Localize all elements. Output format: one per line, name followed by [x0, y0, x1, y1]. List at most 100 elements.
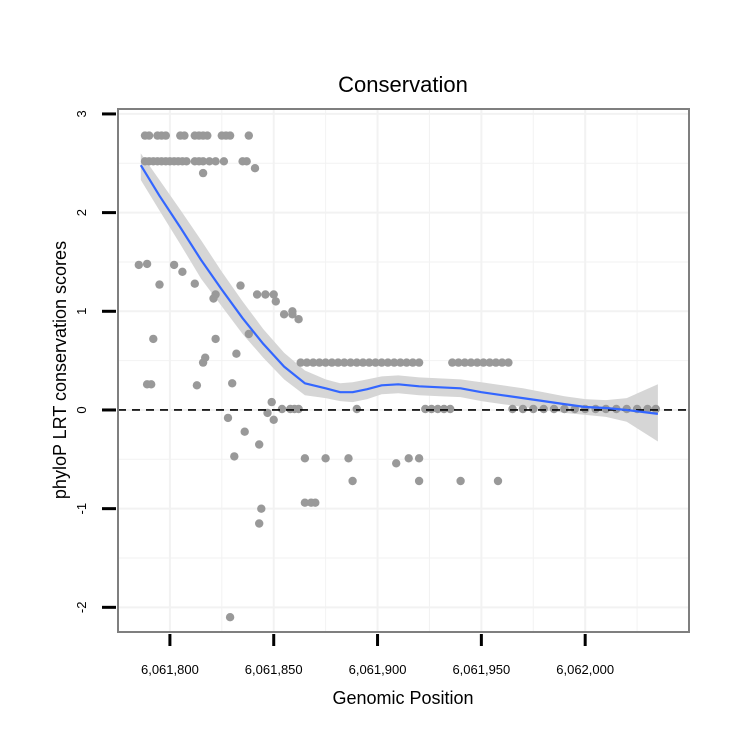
data-point-58	[201, 353, 210, 362]
data-point-44	[236, 281, 245, 290]
panel-border	[117, 108, 690, 633]
data-point-45	[252, 290, 262, 299]
data-point-99	[352, 358, 361, 367]
data-point-13	[225, 131, 235, 140]
data-point-130	[549, 404, 559, 414]
data-point-95	[327, 358, 337, 367]
data-point-128	[529, 404, 538, 414]
data-point-92	[309, 358, 318, 367]
data-point-93	[315, 358, 324, 367]
data-point-38	[169, 260, 179, 270]
data-point-126	[508, 404, 517, 414]
data-point-62	[228, 379, 237, 388]
data-point-51	[294, 315, 303, 324]
data-point-90	[296, 358, 305, 367]
data-point-33	[242, 157, 251, 166]
data-point-96	[333, 358, 343, 367]
data-point-121	[421, 404, 430, 414]
data-point-108	[408, 358, 417, 367]
data-point-6	[180, 131, 189, 140]
data-point-4	[161, 131, 170, 140]
data-point-61	[232, 349, 241, 358]
data-point-120	[352, 404, 361, 414]
data-point-69	[277, 404, 287, 414]
data-point-100	[358, 358, 368, 367]
data-point-84	[392, 459, 401, 468]
data-point-109	[414, 358, 424, 367]
data-point-72	[294, 404, 303, 414]
data-point-139	[643, 404, 652, 414]
data-point-34	[198, 168, 208, 178]
data-point-54	[147, 380, 156, 389]
data-point-122	[427, 404, 436, 414]
chart-title: Conservation	[338, 72, 468, 97]
data-point-66	[263, 408, 272, 418]
x-axis-label: Genomic Position	[332, 688, 473, 708]
data-point-98	[346, 358, 355, 367]
data-point-59	[211, 334, 220, 344]
data-point-101	[365, 358, 374, 367]
y-tick-label-2: 0	[74, 406, 89, 413]
data-point-102	[371, 358, 380, 367]
data-point-116	[485, 358, 494, 367]
data-point-112	[460, 358, 469, 367]
data-point-94	[321, 358, 330, 367]
y-tick-label-1: -1	[74, 503, 89, 515]
data-point-68	[269, 415, 278, 424]
data-point-55	[149, 334, 158, 344]
y-tick-label-0: -2	[74, 602, 89, 614]
smooth-line-group	[139, 164, 659, 415]
data-point-115	[479, 358, 488, 367]
data-point-78	[300, 498, 310, 507]
x-tick-label-4: 6,062,000	[556, 662, 614, 677]
data-point-65	[255, 440, 264, 449]
data-point-49	[279, 310, 289, 319]
data-point-14	[244, 131, 253, 140]
data-point-107	[402, 358, 411, 367]
data-point-89	[493, 476, 503, 486]
data-point-39	[178, 267, 187, 276]
smooth-line	[139, 164, 659, 415]
data-point-131	[560, 404, 569, 414]
data-point-63	[223, 413, 233, 423]
data-point-48	[271, 297, 280, 306]
data-point-125	[446, 404, 455, 414]
data-point-111	[454, 358, 463, 367]
data-point-41	[190, 279, 199, 288]
data-point-134	[591, 404, 600, 414]
x-tick-label-2: 6,061,900	[349, 662, 407, 677]
data-point-80	[311, 498, 320, 507]
data-point-129	[539, 404, 548, 414]
data-point-36	[134, 260, 143, 270]
data-point-114	[473, 358, 482, 367]
data-point-81	[321, 454, 330, 463]
data-point-35	[250, 164, 260, 173]
data-point-1	[144, 131, 154, 140]
data-point-105	[390, 358, 399, 367]
data-point-91	[302, 358, 312, 367]
x-axis: 6,061,800 6,061,850 6,061,900 6,061,950 6,06…	[141, 634, 614, 677]
x-tick-label-1: 6,061,850	[245, 662, 303, 677]
data-point-140	[651, 404, 660, 414]
data-point-124	[439, 404, 449, 414]
data-point-60	[244, 329, 253, 339]
data-point-86	[414, 454, 424, 463]
y-tick-label-3: 1	[74, 308, 89, 315]
data-point-87	[414, 476, 424, 486]
data-point-85	[404, 454, 413, 463]
data-point-119	[504, 358, 513, 367]
data-point-103	[377, 358, 386, 367]
data-point-46	[261, 290, 270, 299]
data-point-110	[448, 358, 457, 367]
plot-gridlines	[118, 109, 689, 632]
data-point-64	[240, 427, 249, 436]
data-point-47	[269, 290, 278, 299]
x-tick-label-0: 6,061,800	[141, 662, 199, 677]
data-point-83	[348, 476, 357, 486]
data-point-28	[198, 157, 208, 166]
x-tick-label-3: 6,061,950	[452, 662, 510, 677]
data-point-127	[518, 404, 528, 414]
data-point-77	[300, 454, 310, 463]
data-point-82	[344, 454, 353, 463]
